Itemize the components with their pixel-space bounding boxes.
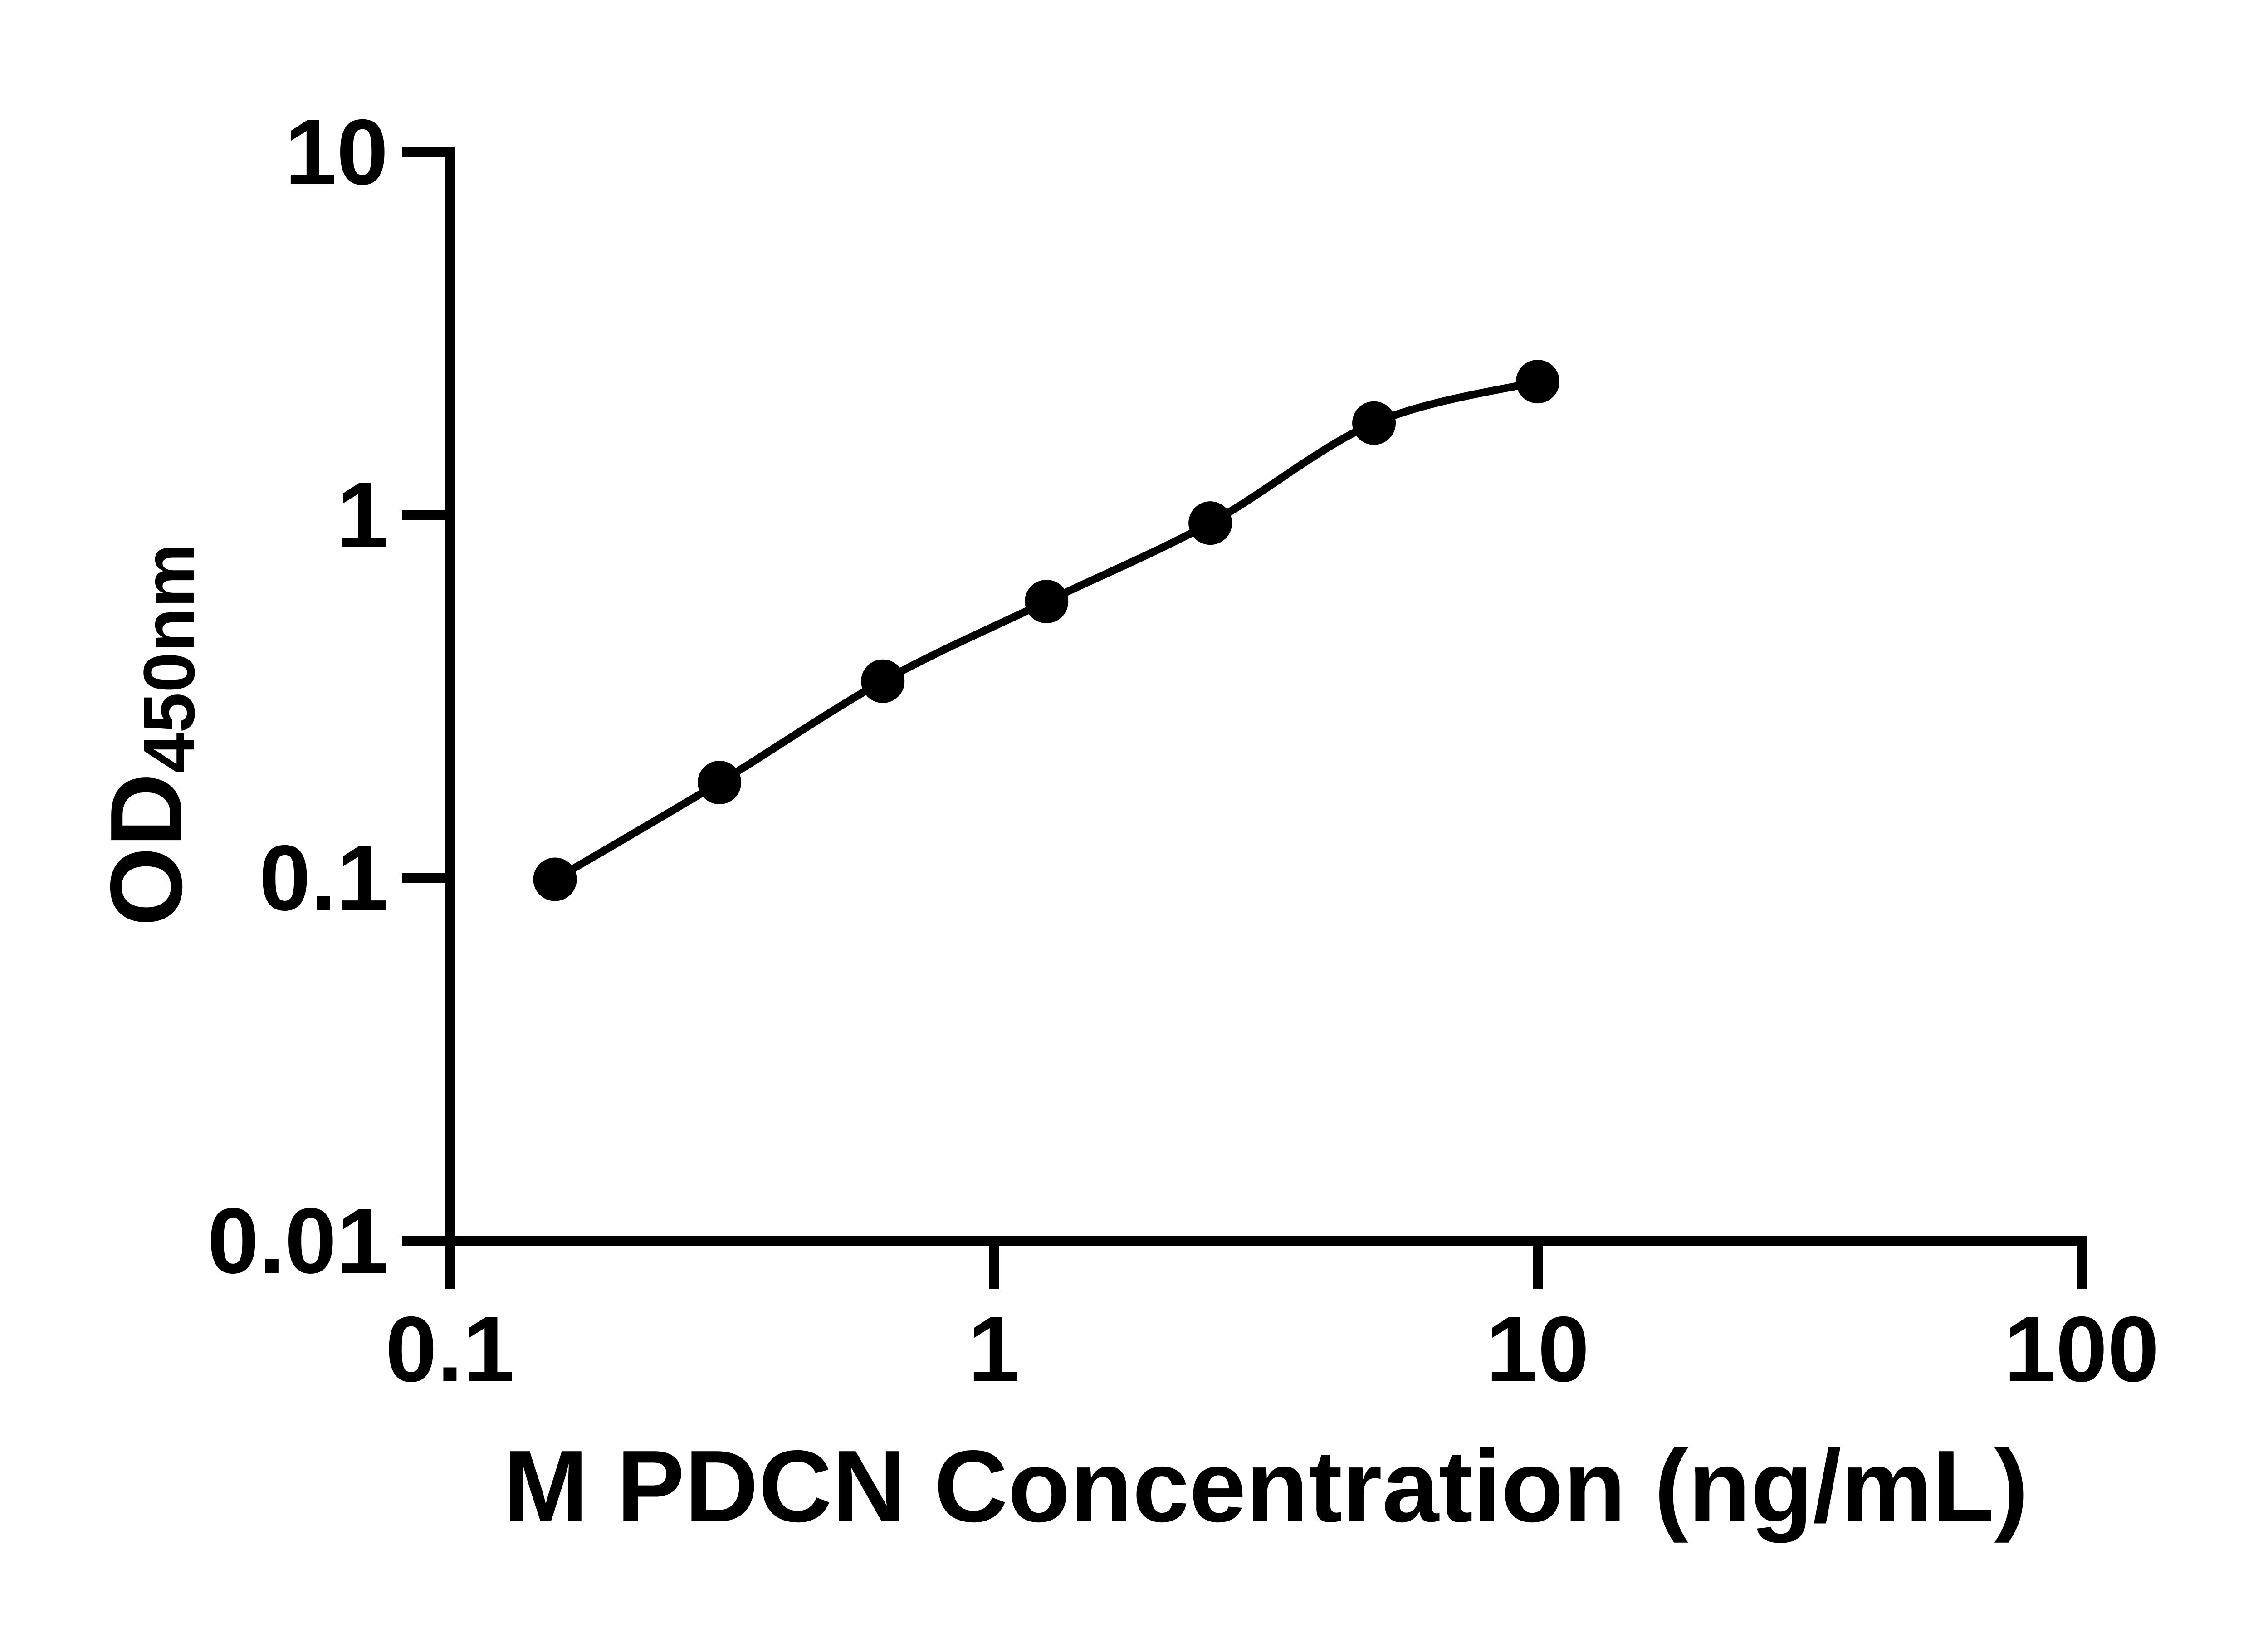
x-axis-title: M PDCN Concentration (ng/mL) — [503, 1429, 2028, 1543]
y-tick-label-1: 1 — [337, 463, 388, 567]
y-tick-label-0.1: 0.1 — [259, 826, 388, 930]
y-tick-label-0.01: 0.01 — [207, 1189, 388, 1293]
y-axis-title-main: OD — [89, 773, 203, 927]
data-point-marker — [698, 761, 742, 805]
x-tick-label-0.1: 0.1 — [386, 1297, 515, 1401]
y-tick-label-10: 10 — [285, 100, 388, 204]
x-tick-label-1: 1 — [968, 1297, 1020, 1401]
fit-curve — [551, 377, 1542, 883]
y-axis-title-subscript: 450nm — [128, 543, 210, 773]
data-point-marker — [1516, 360, 1559, 404]
data-point-marker — [1352, 401, 1396, 445]
data-point-marker — [861, 659, 905, 703]
x-tick-label-100: 100 — [2004, 1297, 2159, 1401]
axes — [445, 147, 2087, 1246]
data-points — [533, 360, 1559, 901]
y-axis-title: OD450nm — [89, 543, 210, 926]
data-point-marker — [1025, 580, 1069, 624]
data-point-marker — [1188, 501, 1232, 545]
y-axis-tick-labels: 0.01 0.1 1 10 — [207, 100, 388, 1293]
x-axis-ticks — [445, 1241, 2087, 1289]
data-point-marker — [533, 857, 577, 901]
x-axis-tick-labels: 0.1 1 10 100 — [386, 1297, 2160, 1401]
y-axis-ticks — [402, 147, 450, 1246]
x-tick-label-10: 10 — [1486, 1297, 1589, 1401]
